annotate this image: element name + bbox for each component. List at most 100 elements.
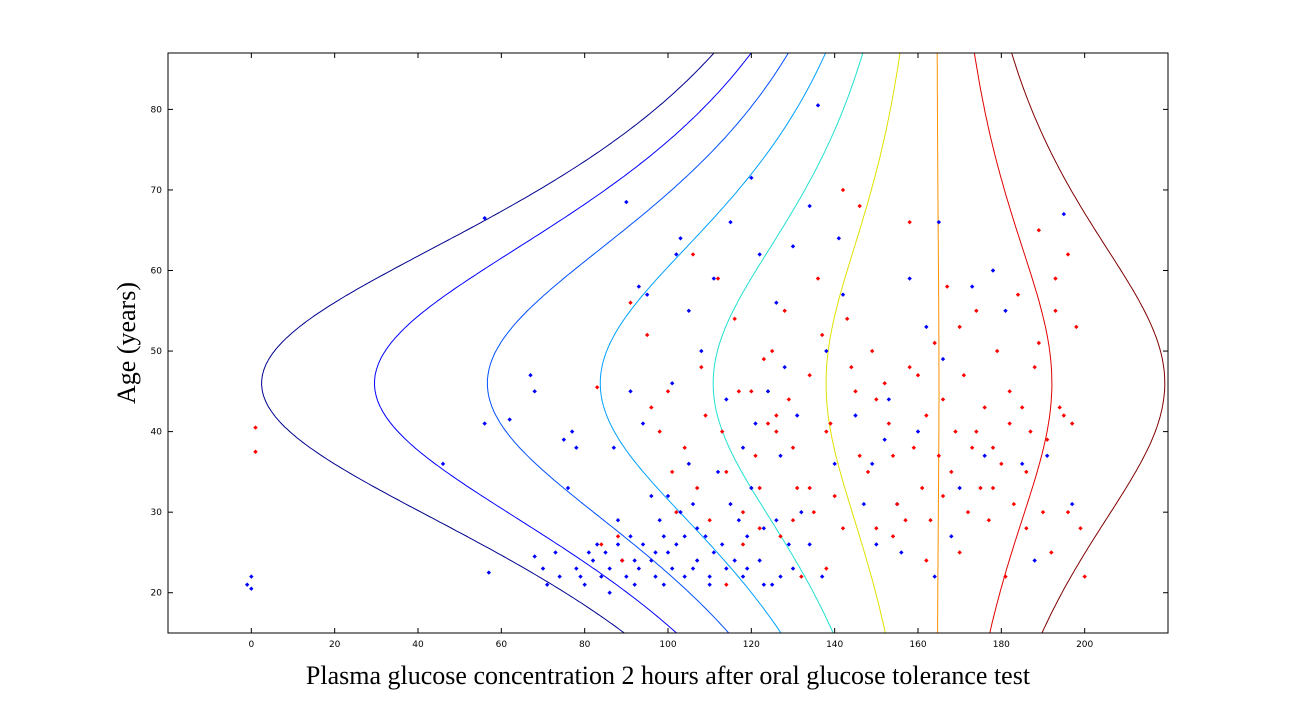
data-point [853,413,858,418]
data-point [669,381,675,386]
x-axis-label: Plasma glucose concentration 2 hours aft… [306,661,1031,690]
data-point [744,534,750,539]
data-point [990,268,996,273]
x-tick-label: 160 [909,640,926,650]
data-point [615,542,621,547]
data-point [744,566,750,571]
data-point [940,493,946,499]
data-point [674,252,679,257]
data-point [961,373,967,378]
data-point [690,566,696,571]
data-point [590,558,596,563]
data-point [628,534,633,539]
data-point [253,449,258,454]
data-point [1057,405,1062,410]
contour-line [973,53,1053,633]
contour-lines [261,53,1166,633]
data-point [757,526,762,531]
data-point [486,570,492,575]
data-point [982,453,987,458]
contour-line [1011,53,1166,633]
data-point [799,509,804,515]
data-point [899,550,904,555]
data-point [628,300,633,305]
data-point [915,373,921,378]
data-point [1049,550,1054,555]
data-point [786,397,792,402]
data-point [1061,413,1067,418]
data-point [765,421,771,426]
data-point [1036,228,1042,233]
data-point [924,413,929,418]
contour-line [825,53,901,633]
data-point [1024,526,1029,531]
data-point [482,215,487,221]
data-point [1024,469,1029,475]
data-point [990,485,996,491]
data-point [924,558,929,563]
data-point [711,276,717,281]
x-tick-label: 200 [1076,640,1093,650]
data-point [1044,437,1050,442]
data-point [857,453,862,458]
data-point [749,485,754,491]
y-tick-label: 70 [151,186,163,196]
data-point [778,453,783,458]
data-point [624,199,629,205]
data-point [1003,574,1008,579]
data-point [819,332,825,338]
data-point [665,493,671,499]
data-point [828,421,833,426]
data-point [794,485,800,491]
data-point [615,534,621,539]
data-point [807,542,812,547]
data-point [611,445,617,450]
data-point [669,566,675,571]
contour-line [374,53,752,633]
data-point [769,582,775,587]
data-point [665,550,671,555]
data-point [674,542,679,547]
data-point [907,219,912,225]
data-point [707,582,712,587]
data-point [482,421,487,426]
data-point [1032,558,1037,563]
data-point [644,292,650,297]
data-point [753,453,758,458]
data-point [732,316,737,322]
data-point [869,348,875,354]
data-point [649,493,654,499]
data-point [569,429,575,434]
data-point [707,518,712,523]
data-point [953,429,958,434]
data-point [632,558,637,563]
data-point [907,364,912,370]
data-point [774,518,779,523]
contour-line [261,53,715,633]
data-point [653,550,658,555]
data-point [882,381,887,386]
data-point [907,276,912,281]
data-point [249,586,254,591]
data-point [1003,308,1008,313]
y-axis-label: Age (years) [112,282,141,404]
data-point [703,534,708,539]
data-point [957,550,962,555]
data-point [932,340,937,346]
data-point [790,566,796,571]
data-point [1061,211,1067,217]
data-point [690,252,696,257]
data-point [607,590,612,595]
data-point [757,485,762,491]
data-point [686,308,692,313]
data-point [719,429,725,434]
x-tick-label: 80 [579,640,591,650]
y-tick-label: 20 [151,589,163,599]
data-point [790,518,796,523]
data-point [694,526,700,531]
data-point [749,389,754,394]
data-point [740,574,746,579]
data-point [603,550,608,555]
data-point [974,308,979,313]
data-point [861,501,867,507]
